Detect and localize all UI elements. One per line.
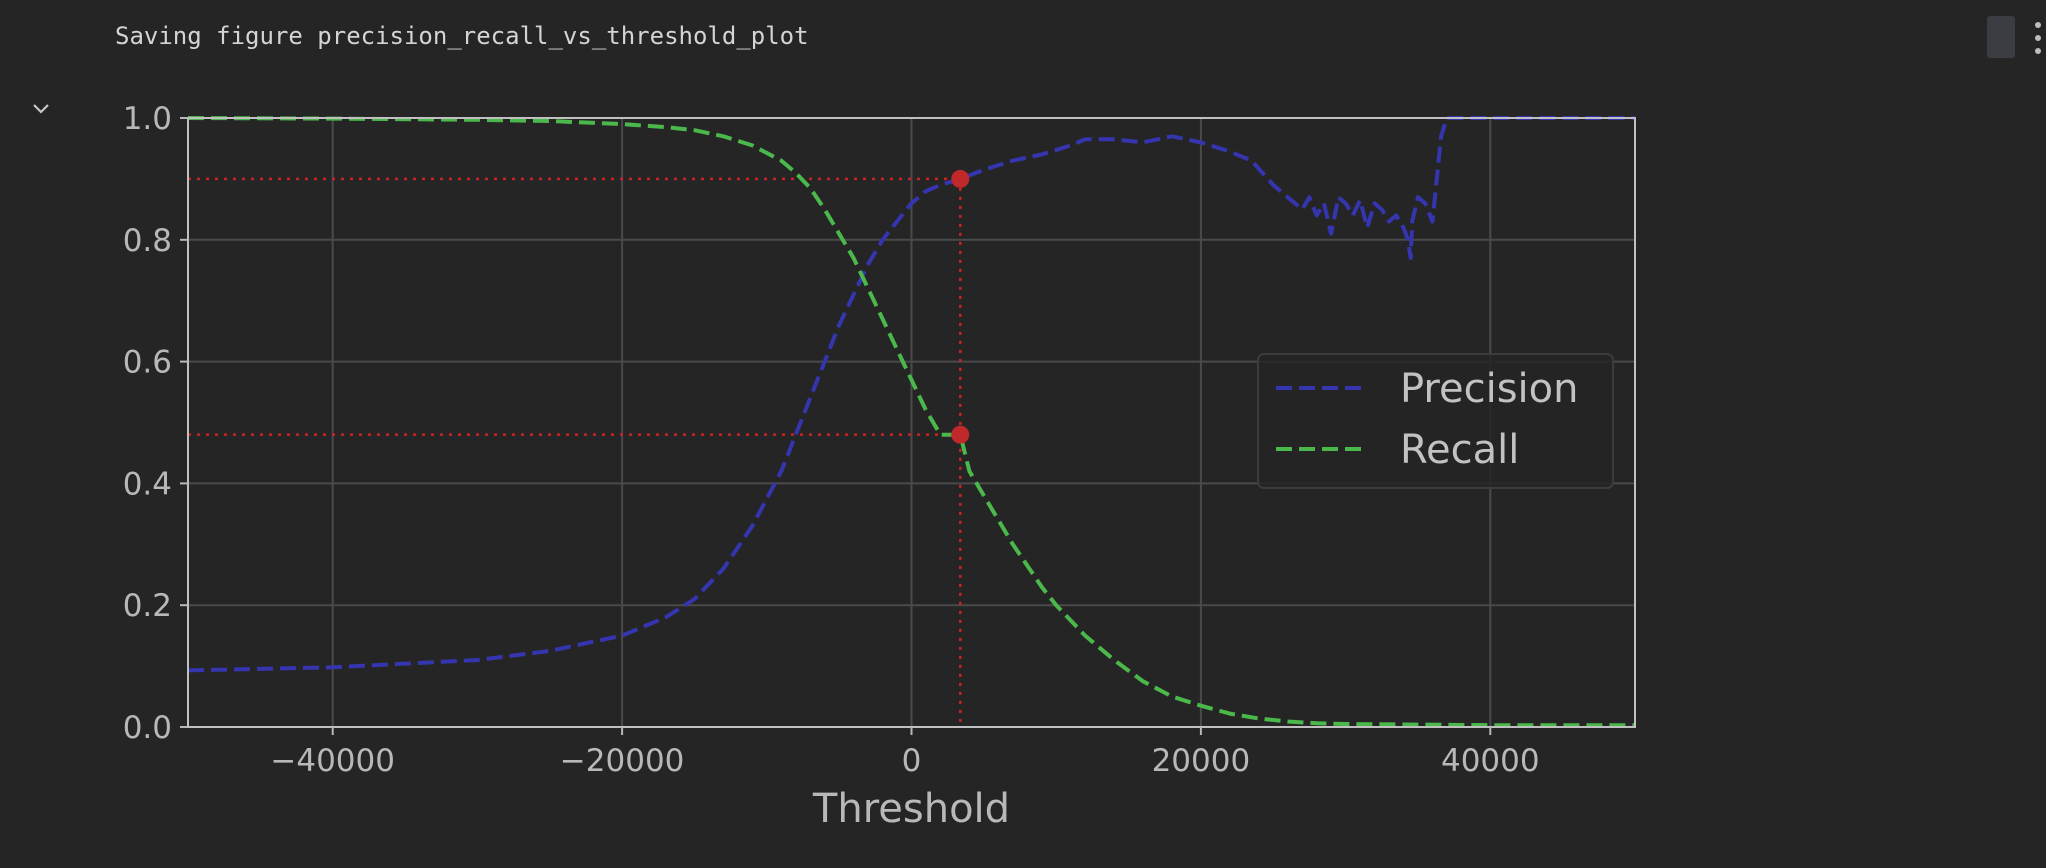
x-tick-label: 0: [902, 743, 922, 779]
precision-point: [951, 169, 970, 188]
x-axis-ticks: −40000 −20000 0 20000 40000: [270, 727, 1540, 779]
y-tick-label: 1.0: [123, 101, 172, 137]
chart-legend: Precision Recall: [1257, 353, 1614, 489]
x-tick-label: 40000: [1441, 743, 1540, 779]
y-tick-label: 0.4: [123, 466, 172, 502]
legend-label-precision: Precision: [1400, 366, 1578, 412]
series-line-precision: [187, 116, 1635, 673]
reference-points: [951, 169, 970, 444]
y-tick-label: 0.8: [123, 223, 172, 259]
y-tick-label: 0.0: [123, 710, 172, 746]
recall-point: [951, 425, 970, 444]
y-axis-ticks: 0.0 0.2 0.4 0.6 0.8 1.0: [123, 101, 188, 746]
x-tick-label: 20000: [1152, 743, 1251, 779]
series-line-recall: [187, 116, 1635, 728]
chevron-down-icon[interactable]: [28, 96, 54, 122]
y-tick-label: 0.2: [123, 588, 172, 624]
x-axis-label: Threshold: [812, 786, 1010, 832]
legend-label-recall: Recall: [1400, 427, 1519, 473]
x-tick-label: −20000: [560, 743, 685, 779]
more-vertical-icon[interactable]: [2030, 18, 2046, 58]
reference-lines: [188, 177, 962, 727]
scrollbar-thumb[interactable]: [1987, 16, 2015, 58]
y-tick-label: 0.6: [123, 345, 172, 381]
x-tick-label: −40000: [270, 743, 395, 779]
series-lines: [187, 116, 1635, 728]
output-log-line: Saving figure precision_recall_vs_thresh…: [115, 22, 809, 50]
